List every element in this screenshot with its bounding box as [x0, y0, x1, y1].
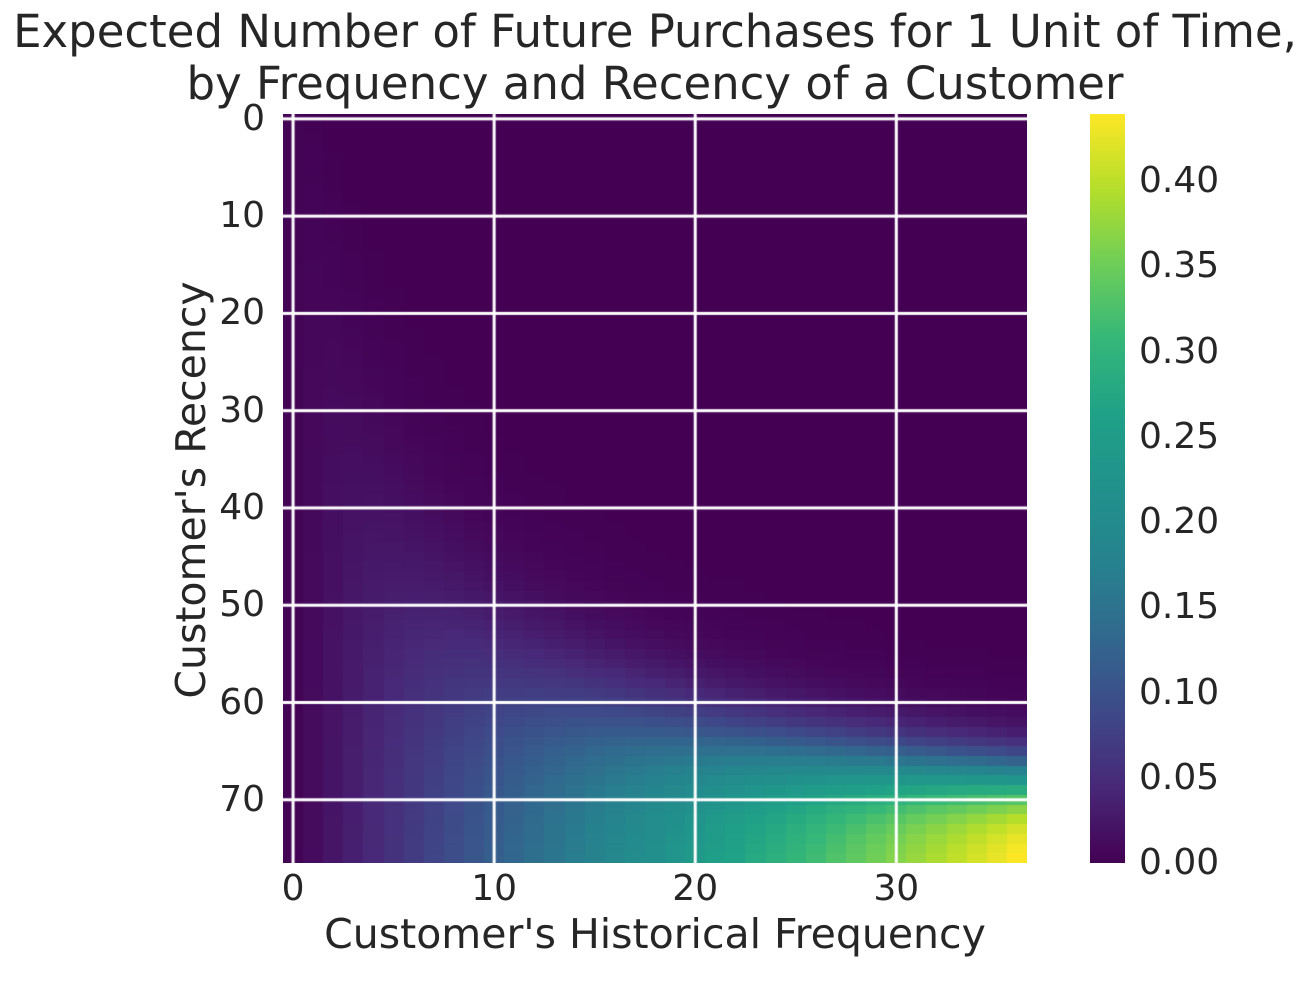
chart-title: Expected Number of Future Purchases for …	[13, 5, 1297, 111]
colorbar-tick-label: 0.00	[1139, 842, 1220, 883]
colorbar-tick-label: 0.05	[1139, 756, 1220, 798]
colorbar-tick-label: 0.40	[1139, 160, 1220, 201]
y-tick-label: 30	[219, 389, 265, 431]
x-tick-label: 0	[281, 868, 305, 909]
chart-title-line2: by Frequency and Recency of a Customer	[186, 57, 1124, 111]
colorbar-tick-label: 0.15	[1139, 586, 1220, 628]
y-tick-label: 50	[219, 584, 265, 626]
colorbar-tick-label: 0.10	[1139, 671, 1220, 713]
chart-title-line1: Expected Number of Future Purchases for …	[13, 5, 1297, 58]
x-tick-label: 30	[873, 868, 920, 909]
colorbar-canvas	[1090, 114, 1125, 863]
y-axis-label: Customer's Recency	[167, 281, 215, 699]
x-tick-label: 10	[471, 868, 518, 909]
colorbar-tick-label: 0.20	[1139, 501, 1220, 542]
colorbar-tick-label: 0.35	[1139, 245, 1220, 287]
colorbar-tick-label: 0.30	[1139, 330, 1220, 372]
y-tick-label: 60	[219, 681, 265, 723]
y-tick-label: 40	[219, 486, 265, 528]
y-tick-label: 10	[219, 195, 265, 237]
y-tick-label: 0	[242, 97, 265, 139]
x-tick-label: 20	[672, 868, 719, 909]
heatmap-canvas	[283, 114, 1027, 863]
x-axis-label: Customer's Historical Frequency	[324, 910, 986, 958]
colorbar-tick-label: 0.25	[1139, 415, 1220, 457]
y-tick-label: 20	[219, 292, 265, 334]
y-tick-label: 70	[219, 778, 265, 820]
